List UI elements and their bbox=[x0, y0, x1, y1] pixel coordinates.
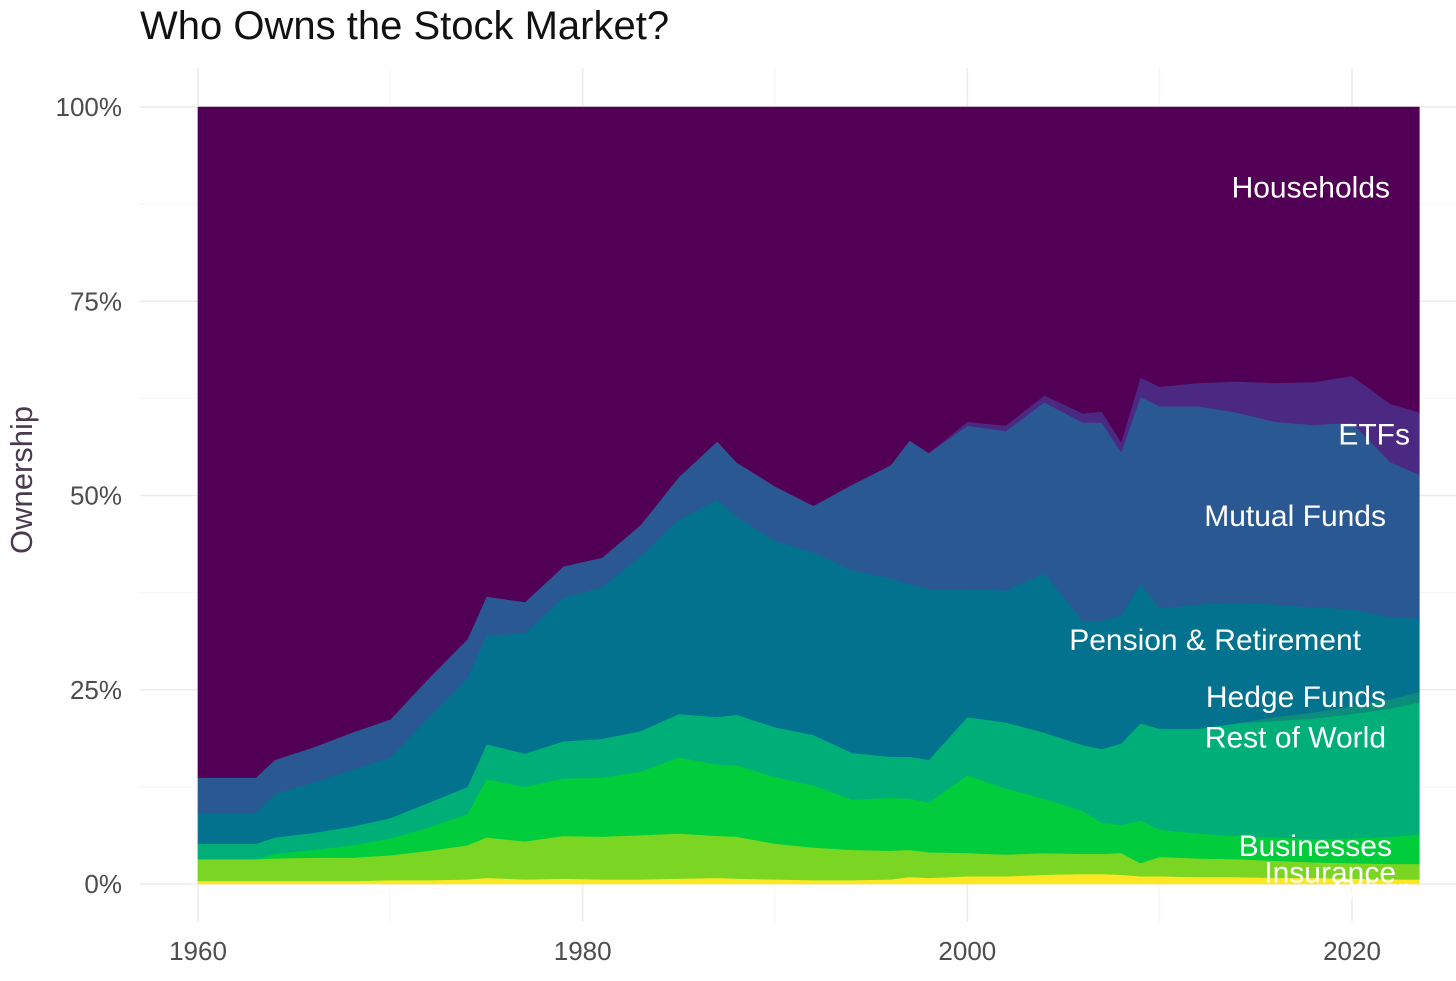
label-rest-of-world: Rest of World bbox=[1205, 721, 1386, 754]
series-labels: Households ETFs Mutual Funds Pension & Reti… bbox=[1069, 171, 1410, 906]
y-tick-labels: 0% 25% 50% 75% 100% bbox=[56, 92, 123, 899]
label-households: Households bbox=[1232, 171, 1390, 204]
y-tick-0: 0% bbox=[84, 869, 122, 899]
label-etfs: ETFs bbox=[1338, 418, 1410, 451]
label-businesses: Businesses bbox=[1239, 830, 1392, 863]
x-tick-1960: 1960 bbox=[169, 936, 227, 966]
chart-title: Who Owns the Stock Market? bbox=[140, 4, 670, 48]
x-tick-2000: 2000 bbox=[938, 936, 996, 966]
area-households bbox=[197, 106, 1420, 778]
label-other: Other bbox=[1333, 874, 1408, 907]
x-tick-1980: 1980 bbox=[554, 936, 612, 966]
x-tick-labels: 1960 1980 2000 2020 bbox=[169, 936, 1381, 966]
y-tick-1: 25% bbox=[70, 675, 122, 705]
label-hedge-funds: Hedge Funds bbox=[1206, 681, 1386, 714]
area-layers bbox=[197, 106, 1420, 885]
x-tick-2020: 2020 bbox=[1323, 936, 1381, 966]
y-tick-3: 75% bbox=[70, 286, 122, 316]
label-mutual-funds: Mutual Funds bbox=[1204, 500, 1386, 533]
y-tick-4: 100% bbox=[56, 92, 123, 122]
label-insurance: Insurance bbox=[1264, 857, 1396, 890]
y-tick-2: 50% bbox=[70, 481, 122, 511]
label-pension-retirement: Pension & Retirement bbox=[1069, 624, 1361, 657]
